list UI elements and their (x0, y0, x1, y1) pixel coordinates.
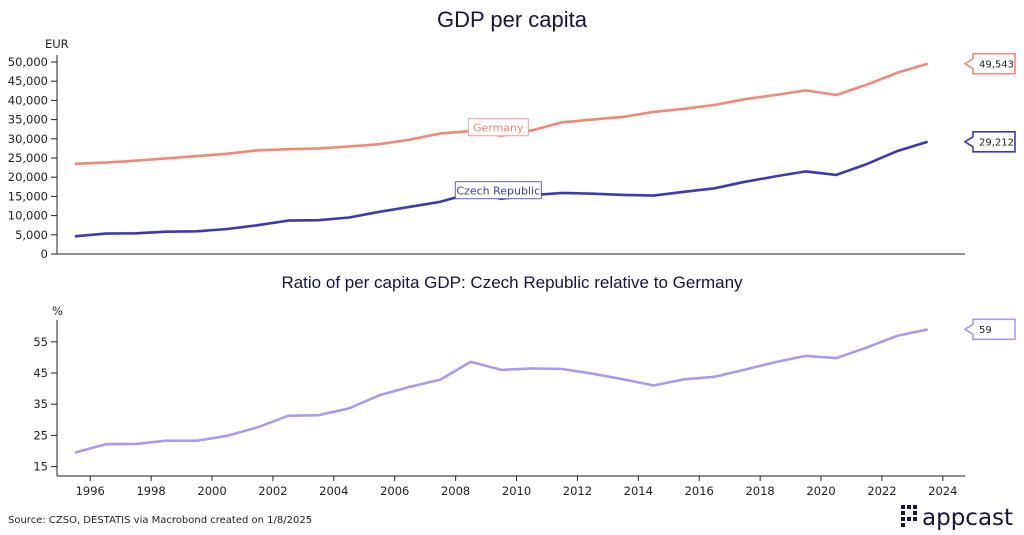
y-tick-label: 55 (33, 335, 48, 349)
y-tick-label: 0 (41, 247, 48, 261)
x-tick-label: 2018 (745, 484, 774, 498)
x-tick-label: 2012 (563, 484, 592, 498)
gdp-panel: GDP per capita EUR 0 5,000 10,000 15,000 20,… (8, 7, 1016, 261)
end-value-label: 49,543 (979, 59, 1014, 70)
x-tick-label: 2014 (624, 484, 653, 498)
x-tick-label: 2020 (806, 484, 835, 498)
series-line (74, 62, 928, 166)
y-tick-label: 5,000 (15, 228, 48, 242)
x-tick-label: 2002 (258, 484, 287, 498)
end-value-label: 29,212 (979, 137, 1014, 148)
source-note: Source: CZSO, DESTATIS via Macrobond cre… (8, 515, 312, 526)
y-tick-label: 25 (33, 428, 48, 442)
ratio-chart-title: Ratio of per capita GDP: Czech Republic … (281, 273, 743, 292)
end-value-label: 59 (979, 325, 992, 336)
y-tick-label: 40,000 (8, 93, 48, 107)
series-name-box (467, 118, 529, 137)
end-value-callout (963, 52, 1016, 75)
end-value-callout (963, 318, 1016, 341)
y-tick-label: 20,000 (8, 170, 48, 184)
end-value-callout (963, 131, 1016, 153)
ratio-series-lines (74, 328, 928, 454)
ratio-y-unit-label: % (52, 304, 63, 318)
gdp-series-labels: 49,543 Germany 29,212 Czech Republic (454, 52, 1016, 200)
gdp-y-unit-label: EUR (45, 37, 69, 51)
y-tick-label: 25,000 (8, 151, 48, 165)
x-tick-label: 2006 (380, 484, 409, 498)
series-name-box (454, 181, 542, 200)
y-tick-label: 45,000 (8, 74, 48, 88)
y-tick-label: 35,000 (8, 113, 48, 127)
appcast-logo-mark-icon (901, 505, 917, 527)
x-tick-label: 1996 (76, 484, 105, 498)
x-tick-label: 2004 (319, 484, 348, 498)
y-tick-label: 15 (33, 460, 48, 474)
series-name-label: Germany (473, 121, 524, 134)
ratio-series-labels: 59 (963, 318, 1016, 341)
y-tick-label: 30,000 (8, 132, 48, 146)
appcast-logo-text: appcast (922, 505, 1013, 531)
gdp-series-lines (74, 62, 928, 238)
series-line (74, 328, 928, 454)
x-tick-label: 2000 (197, 484, 226, 498)
y-tick-label: 45 (33, 366, 48, 380)
x-tick-label: 2008 (441, 484, 470, 498)
x-tick-label: 2024 (928, 484, 957, 498)
x-tick-label: 2010 (502, 484, 531, 498)
y-tick-label: 15,000 (8, 189, 48, 203)
y-tick-label: 10,000 (8, 209, 48, 223)
gdp-y-ticks: 0 5,000 10,000 15,000 20,000 25,000 30,000 35,0… (8, 55, 57, 261)
appcast-logo: appcast (901, 505, 1013, 531)
x-tick-label: 2022 (867, 484, 896, 498)
x-tick-label: 2016 (685, 484, 714, 498)
gdp-chart-title: GDP per capita (437, 7, 588, 32)
x-tick-label: 1998 (136, 484, 165, 498)
y-tick-label: 35 (33, 397, 48, 411)
series-name-label: Czech Republic (456, 184, 540, 197)
y-tick-label: 50,000 (8, 55, 48, 69)
ratio-panel: Ratio of per capita GDP: Czech Republic … (33, 273, 1016, 498)
ratio-x-ticks: 1996 1998 2000 2002 2004 2006 2008 2010 2012 2014… (76, 476, 957, 498)
ratio-y-ticks: 15 25 35 45 55 (33, 335, 57, 474)
